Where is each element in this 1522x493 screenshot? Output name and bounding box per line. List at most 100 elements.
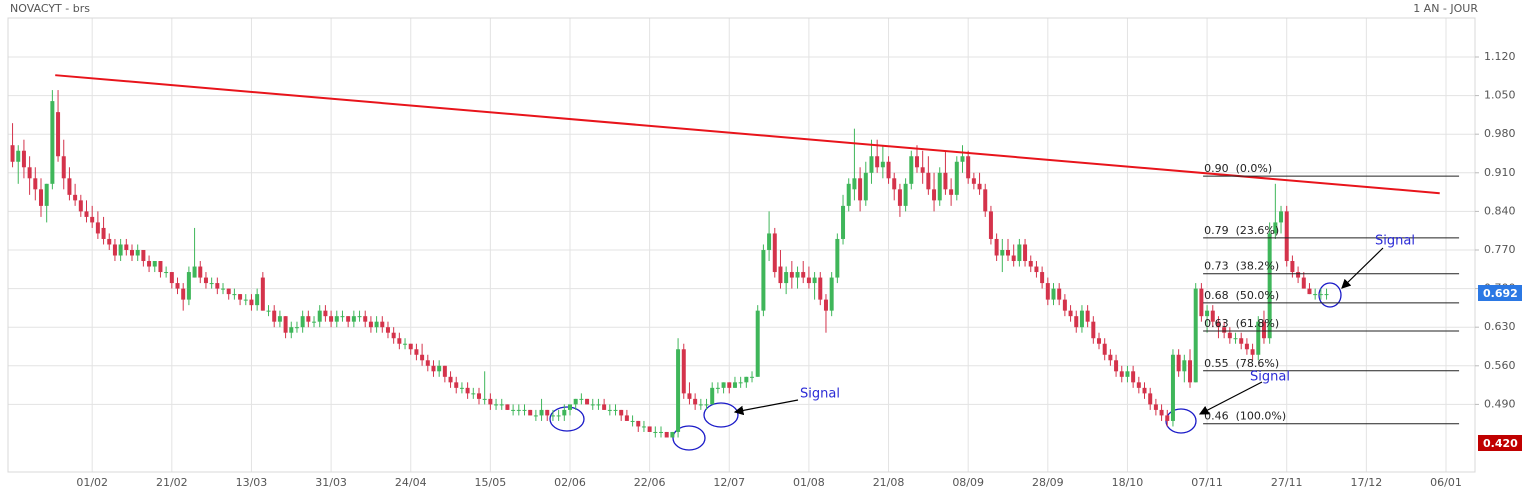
candle-body	[1068, 310, 1073, 317]
candle-body	[198, 266, 203, 278]
x-tick-label: 08/09	[952, 476, 984, 489]
candle-body	[988, 211, 993, 239]
x-tick-label: 21/08	[873, 476, 905, 489]
candle-body	[44, 183, 49, 206]
candle-body	[1284, 211, 1289, 262]
candle-body	[260, 277, 265, 311]
price-tag-label: 0.692	[1483, 287, 1518, 300]
candle-body	[1188, 360, 1193, 383]
candle-body	[1023, 244, 1028, 262]
candle-body	[266, 310, 271, 312]
candle-body	[1261, 321, 1266, 339]
candle-body	[823, 299, 828, 311]
candle-body	[175, 283, 180, 289]
candle-body	[1222, 327, 1227, 333]
candle-body	[33, 178, 38, 190]
grid	[8, 18, 1475, 472]
candle-body	[602, 404, 607, 410]
candle-body	[801, 272, 806, 278]
candle-body	[317, 310, 322, 322]
candle-body	[1108, 354, 1113, 361]
fib-label: 0.79 (23.6%)	[1204, 224, 1279, 237]
period-label: 1 AN - JOUR	[1413, 2, 1478, 15]
candle-body	[977, 183, 982, 190]
candle-body	[670, 431, 675, 438]
candle-body	[255, 294, 260, 306]
candle-body	[949, 189, 954, 195]
signal-label: Signal	[1375, 234, 1415, 249]
candle-body	[1148, 393, 1153, 405]
candle-body	[158, 261, 163, 273]
candle-body	[1205, 310, 1210, 317]
fib-label: 0.73 (38.2%)	[1204, 260, 1279, 273]
candle-body	[1324, 294, 1329, 296]
candle-body	[636, 420, 641, 427]
signal-circle	[703, 402, 739, 428]
signal-label: Signal	[1250, 370, 1290, 385]
candle-body	[141, 249, 146, 262]
candle-body	[1051, 288, 1056, 300]
candle-body	[329, 316, 334, 322]
candle-body	[1279, 211, 1284, 223]
candle-body	[960, 156, 965, 162]
candle-body	[1045, 283, 1050, 300]
candle-body	[1227, 332, 1232, 339]
candle-body	[232, 294, 237, 296]
candle-body	[732, 382, 737, 388]
candle-body	[1079, 310, 1084, 328]
candle-body	[420, 354, 425, 361]
candle-body	[21, 150, 26, 168]
fib-label: 0.68 (50.0%)	[1204, 289, 1279, 302]
candle-body	[528, 409, 533, 416]
candle-body	[1017, 244, 1022, 262]
candle-body	[312, 321, 317, 323]
price-tag-label: 0.420	[1483, 437, 1518, 450]
candle-body	[442, 365, 447, 377]
candle-body	[892, 178, 897, 190]
candle-body	[641, 426, 646, 428]
candle-body	[767, 233, 772, 250]
candle-body	[169, 272, 174, 284]
candle-body	[391, 332, 396, 339]
candle-body	[67, 178, 72, 195]
candle-body	[1318, 294, 1323, 296]
candle-body	[107, 238, 112, 245]
candle-body	[334, 316, 339, 322]
candle-body	[1005, 249, 1010, 256]
candle-body	[61, 156, 66, 179]
candle-body	[841, 205, 846, 239]
candle-body	[152, 261, 157, 267]
candle-body	[1102, 343, 1107, 355]
x-tick-label: 31/03	[315, 476, 347, 489]
candle-body	[681, 349, 686, 394]
candle-body	[750, 376, 755, 378]
trend-line	[55, 74, 1440, 195]
candle-body	[408, 343, 413, 350]
x-tick-label: 13/03	[236, 476, 268, 489]
candle-body	[744, 376, 749, 383]
candle-body	[38, 189, 43, 206]
x-tick-label: 24/04	[395, 476, 427, 489]
candle-body	[545, 409, 550, 416]
candle-body	[1301, 277, 1306, 289]
fib-label: 0.46 (100.0%)	[1204, 410, 1286, 423]
x-tick-label: 01/02	[76, 476, 108, 489]
candle-body	[1097, 338, 1102, 344]
candle-body	[829, 277, 834, 311]
candle-body	[727, 382, 732, 388]
candle-body	[1074, 316, 1079, 328]
candle-body	[653, 431, 658, 433]
candle-body	[937, 172, 942, 201]
candle-body	[624, 415, 629, 421]
candle-body	[368, 321, 373, 328]
candle-body	[459, 387, 464, 389]
candle-body	[1165, 415, 1170, 421]
x-tick-label: 27/11	[1271, 476, 1303, 489]
y-tick-label: 0.630	[1484, 320, 1516, 333]
candle-body	[676, 349, 681, 432]
candle-body	[1216, 321, 1221, 328]
candle-body	[738, 382, 743, 384]
signal-arrow	[733, 399, 799, 416]
candle-body	[630, 420, 635, 422]
